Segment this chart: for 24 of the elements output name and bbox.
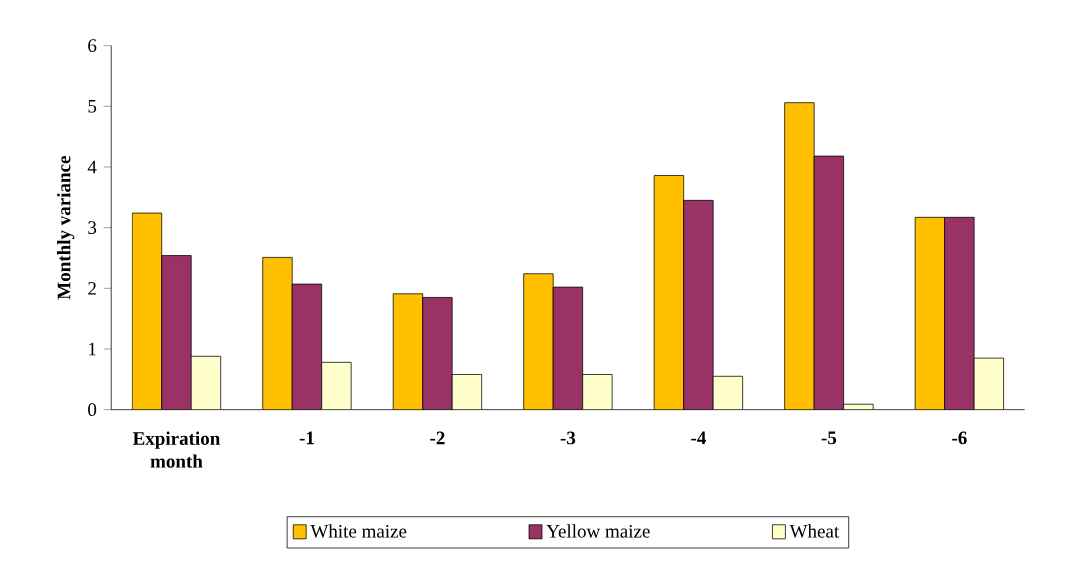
x-tick-label: -4 — [691, 431, 706, 445]
legend-label: Yellow maize — [546, 524, 650, 538]
bar — [713, 376, 743, 410]
x-tick-label: -6 — [952, 431, 967, 445]
bar — [582, 374, 613, 410]
x-tick-label: -3 — [560, 431, 576, 445]
x-tick-label: Expiration month — [132, 431, 221, 468]
legend-label: Wheat — [789, 524, 840, 538]
bar — [191, 356, 221, 410]
bar — [973, 357, 1004, 410]
y-axis-title: Monthly variance — [57, 156, 75, 300]
y-tick-label: 4 — [87, 160, 97, 174]
bar — [452, 374, 482, 410]
x-tick-label: -1 — [299, 431, 314, 445]
y-tick-label: 0 — [88, 403, 97, 417]
y-tick-label: 6 — [88, 39, 97, 53]
y-tick-label: 1 — [89, 342, 96, 356]
bar — [321, 362, 352, 410]
legend-label: White maize — [310, 524, 407, 538]
y-tick-label: 5 — [88, 99, 97, 113]
x-tick-label: -2 — [430, 431, 445, 445]
y-tick-label: 3 — [88, 221, 97, 235]
x-tick-label: -5 — [821, 431, 837, 445]
y-tick-label: 2 — [88, 282, 96, 295]
